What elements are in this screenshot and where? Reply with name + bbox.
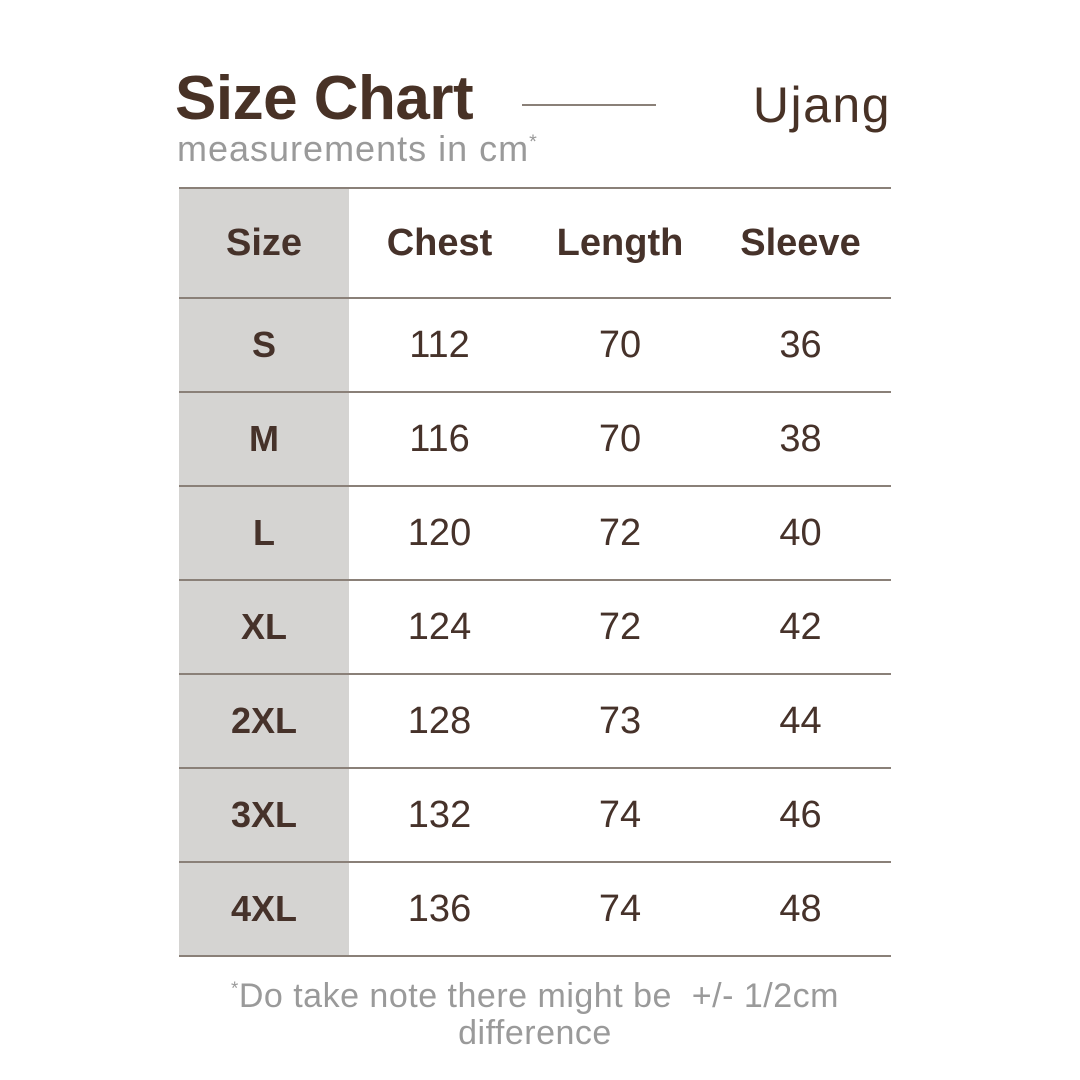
table-header-row: Size Chest Length Sleeve <box>179 187 891 298</box>
col-header-size: Size <box>179 187 349 298</box>
chest-cell: 128 <box>349 673 530 768</box>
sleeve-cell: 42 <box>710 579 891 674</box>
title-divider <box>522 104 656 106</box>
length-cell: 70 <box>530 297 710 392</box>
sleeve-cell: 48 <box>710 861 891 957</box>
length-cell: 70 <box>530 391 710 486</box>
size-table: Size Chest Length Sleeve S 112 70 36 M 1… <box>179 187 891 957</box>
page-title: Size Chart <box>175 64 474 133</box>
size-cell: M <box>179 391 349 486</box>
col-header-length: Length <box>530 187 710 298</box>
footer-asterisk: * <box>231 977 239 999</box>
chest-cell: 124 <box>349 579 530 674</box>
chest-cell: 112 <box>349 297 530 392</box>
table-row: M 116 70 38 <box>179 391 891 486</box>
subtitle-asterisk: * <box>529 131 538 153</box>
length-cell: 74 <box>530 861 710 957</box>
subtitle: measurements in cm* <box>177 131 538 167</box>
length-cell: 72 <box>530 485 710 580</box>
table-row: 2XL 128 73 44 <box>179 673 891 768</box>
size-cell: 2XL <box>179 673 349 768</box>
col-header-chest: Chest <box>349 187 530 298</box>
chest-cell: 116 <box>349 391 530 486</box>
table-row: 4XL 136 74 48 <box>179 861 891 957</box>
sleeve-cell: 44 <box>710 673 891 768</box>
table-row: L 120 72 40 <box>179 485 891 580</box>
length-cell: 73 <box>530 673 710 768</box>
subtitle-text: measurements in cm <box>177 128 530 169</box>
table-row: S 112 70 36 <box>179 297 891 392</box>
brand-name: Ujang <box>752 77 891 133</box>
sleeve-cell: 36 <box>710 297 891 392</box>
length-cell: 74 <box>530 767 710 862</box>
length-cell: 72 <box>530 579 710 674</box>
size-cell: 3XL <box>179 767 349 862</box>
sleeve-cell: 40 <box>710 485 891 580</box>
table-row: XL 124 72 42 <box>179 579 891 674</box>
sleeve-cell: 46 <box>710 767 891 862</box>
col-header-sleeve: Sleeve <box>710 187 891 298</box>
chest-cell: 120 <box>349 485 530 580</box>
size-cell: XL <box>179 579 349 674</box>
sleeve-cell: 38 <box>710 391 891 486</box>
chest-cell: 132 <box>349 767 530 862</box>
chest-cell: 136 <box>349 861 530 957</box>
table-row: 3XL 132 74 46 <box>179 767 891 862</box>
size-cell: 4XL <box>179 861 349 957</box>
size-cell: L <box>179 485 349 580</box>
footer-text: Do take note there might be +/- 1/2cm di… <box>238 977 839 1053</box>
footer-note: *Do take note there might be +/- 1/2cm d… <box>179 977 891 1053</box>
size-cell: S <box>179 297 349 392</box>
